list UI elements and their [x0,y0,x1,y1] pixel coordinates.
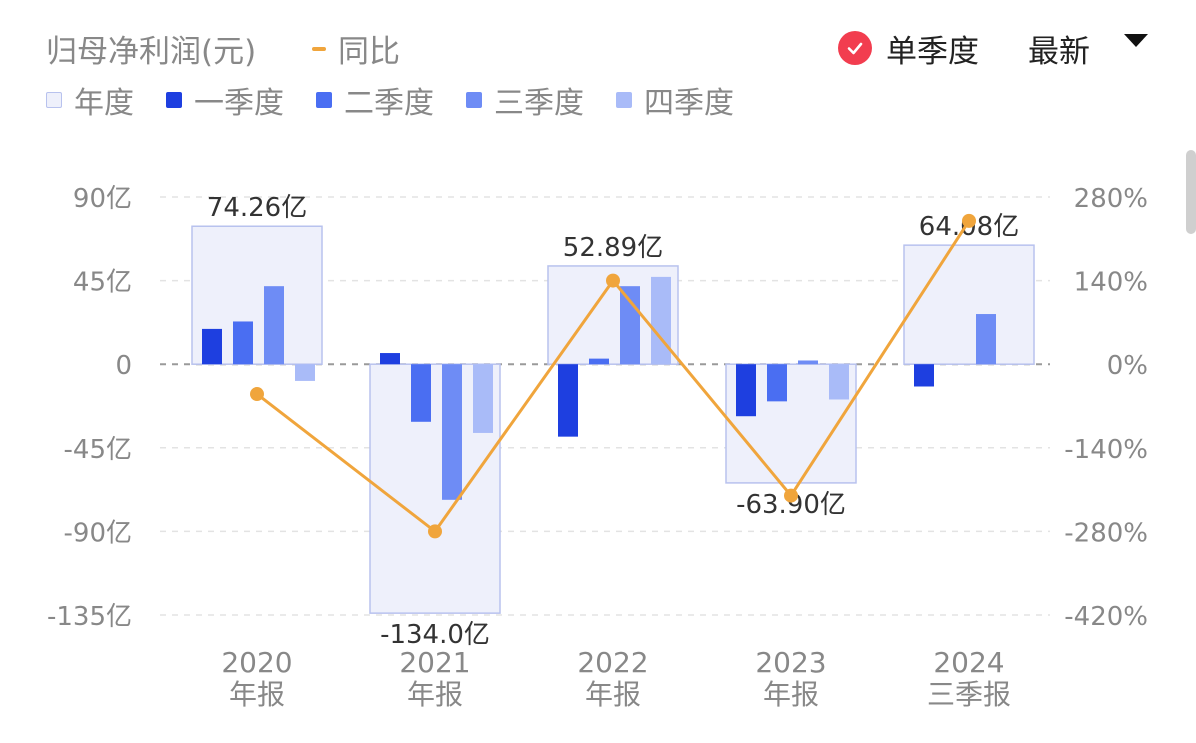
x-tick-period: 年报 [407,678,463,711]
y2-tick-label: 280% [1074,184,1148,214]
quarter-bar [829,364,849,400]
quarter-bar [736,364,756,417]
quarter-bar [558,364,578,437]
legend-q2-label: 二季度 [344,86,434,121]
quarter-bar [264,286,284,365]
legend-q1-swatch [166,92,182,108]
annual-value-label: -134.0亿 [380,620,490,650]
y-tick-label: -135亿 [47,602,132,632]
legend-yoy-label: 同比 [338,34,400,70]
x-tick-year: 2023 [755,646,826,679]
chevron-down-icon[interactable] [1124,34,1148,47]
x-tick-period: 三季报 [927,678,1011,711]
legend-q4[interactable]: 四季度 [616,78,734,122]
legend-q1[interactable]: 一季度 [166,78,284,122]
legend-yoy[interactable]: 同比 [312,26,400,71]
legend-annual[interactable]: 年度 [46,78,134,122]
legend-q3[interactable]: 三季度 [466,78,584,122]
x-tick-period: 年报 [229,678,285,711]
annual-value-label: 74.26亿 [207,193,307,223]
y2-tick-label: -420% [1064,602,1148,632]
quarter-bar [914,364,934,387]
y-tick-label: 45亿 [73,268,132,298]
legend-q2-swatch [316,92,332,108]
y-tick-label: -45亿 [64,435,132,465]
yoy-point [428,524,442,539]
yoy-point [962,213,976,228]
y2-tick-label: -280% [1064,518,1148,548]
x-tick-year: 2022 [577,646,648,679]
quarter-bar [380,353,400,365]
quarter-bar [411,364,431,422]
y2-tick-label: -140% [1064,435,1148,465]
y-tick-label: 0 [115,351,132,381]
y2-tick-label: 140% [1074,268,1148,298]
check-icon[interactable] [838,31,872,65]
yoy-point [606,273,620,288]
x-tick-year: 2021 [399,646,470,679]
x-tick-period: 年报 [585,678,641,711]
quarter-bar [233,321,253,365]
quarter-bar [767,364,787,402]
quarter-bar [295,364,315,381]
x-tick-period: 年报 [763,678,819,711]
legend-q3-swatch [466,92,482,108]
legend: 年度 一季度 二季度 三季度 四季度 [46,78,766,122]
latest-dropdown[interactable]: 最新 [1028,34,1090,70]
scrollbar[interactable] [1186,150,1196,234]
quarter-bar [589,358,609,365]
quarter-bar [620,286,640,365]
annual-value-label: 52.89亿 [563,233,663,263]
quarter-bar [651,276,671,365]
y2-tick-label: 0% [1107,351,1148,381]
chart-title: 归母净利润(元) [46,34,257,70]
legend-q4-swatch [616,92,632,108]
legend-q1-label: 一季度 [194,86,284,121]
y-tick-label: 90亿 [73,184,132,214]
quarter-bar [976,314,996,365]
annual-bar [903,244,1035,365]
yoy-point [250,387,264,402]
legend-q2[interactable]: 二季度 [316,78,434,122]
quarter-bar [442,364,462,500]
yoy-line-swatch [312,46,326,51]
legend-annual-label: 年度 [74,86,134,121]
legend-annual-swatch [46,92,62,108]
yoy-point [784,488,798,503]
chart-header: 归母净利润(元) 同比 单季度 最新 [46,22,1156,72]
quarter-bar [202,328,222,365]
legend-q4-label: 四季度 [644,86,734,121]
x-tick-year: 2024 [933,646,1004,679]
legend-q3-label: 三季度 [494,86,584,121]
single-quarter-toggle[interactable]: 单季度 [886,34,979,70]
quarter-bar [473,364,493,433]
quarter-bar [798,360,818,365]
x-tick-year: 2020 [221,646,292,679]
y-tick-label: -90亿 [64,518,132,548]
